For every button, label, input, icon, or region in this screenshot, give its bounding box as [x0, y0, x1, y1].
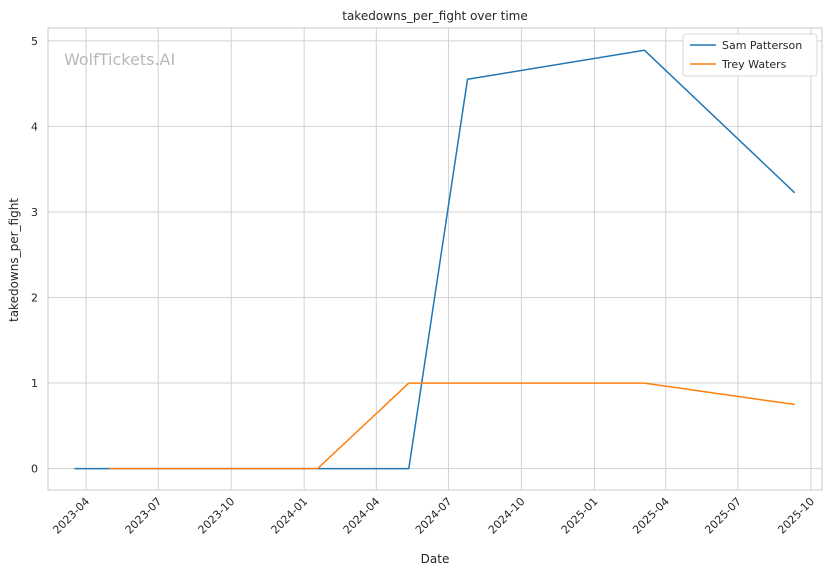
y-axis-ticks: 0 1 2 3 4 5	[31, 35, 38, 476]
plot-area	[47, 27, 823, 491]
series-line-trey-waters	[109, 382, 795, 470]
watermark-text: WolfTickets.AI	[64, 50, 175, 69]
legend-label-sam-patterson: Sam Patterson	[722, 39, 802, 52]
y-axis-label: takedowns_per_fight	[7, 198, 21, 322]
y-tick-label: 5	[31, 35, 38, 48]
y-tick-label: 3	[31, 206, 38, 219]
y-tick-label: 0	[31, 463, 38, 476]
y-tick-label: 4	[31, 120, 38, 133]
y-tick-label: 1	[31, 377, 38, 390]
chart-title: takedowns_per_fight over time	[342, 9, 528, 23]
series-lines	[74, 49, 795, 470]
plot-frame	[47, 27, 823, 491]
legend: Sam Patterson Trey Waters	[682, 33, 818, 77]
legend-label-trey-waters: Trey Waters	[721, 58, 787, 71]
x-axis-label: Date	[421, 552, 450, 566]
legend-box	[682, 33, 818, 77]
plot-background	[48, 28, 822, 490]
y-tick-label: 2	[31, 292, 38, 305]
